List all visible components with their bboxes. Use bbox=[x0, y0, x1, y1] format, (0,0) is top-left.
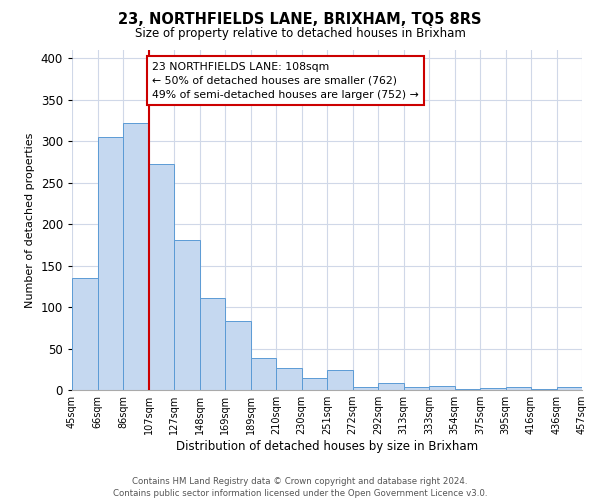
Text: Contains HM Land Registry data © Crown copyright and database right 2024.
Contai: Contains HM Land Registry data © Crown c… bbox=[113, 476, 487, 498]
Text: 23, NORTHFIELDS LANE, BRIXHAM, TQ5 8RS: 23, NORTHFIELDS LANE, BRIXHAM, TQ5 8RS bbox=[118, 12, 482, 28]
Bar bbox=[97, 137, 123, 390]
Bar bbox=[72, 278, 97, 390]
Bar bbox=[557, 386, 582, 390]
Bar bbox=[276, 368, 302, 390]
Bar bbox=[378, 382, 404, 390]
Bar bbox=[327, 370, 353, 390]
Bar bbox=[302, 378, 327, 390]
Bar bbox=[531, 389, 557, 390]
Bar bbox=[480, 388, 505, 390]
X-axis label: Distribution of detached houses by size in Brixham: Distribution of detached houses by size … bbox=[176, 440, 478, 453]
Bar bbox=[225, 321, 251, 390]
Y-axis label: Number of detached properties: Number of detached properties bbox=[25, 132, 35, 308]
Bar bbox=[251, 358, 276, 390]
Bar bbox=[404, 386, 429, 390]
Bar bbox=[429, 386, 455, 390]
Bar bbox=[174, 240, 199, 390]
Bar bbox=[123, 123, 149, 390]
Text: 23 NORTHFIELDS LANE: 108sqm
← 50% of detached houses are smaller (762)
49% of se: 23 NORTHFIELDS LANE: 108sqm ← 50% of det… bbox=[152, 62, 419, 100]
Text: Size of property relative to detached houses in Brixham: Size of property relative to detached ho… bbox=[134, 28, 466, 40]
Bar bbox=[199, 298, 225, 390]
Bar bbox=[505, 386, 531, 390]
Bar bbox=[455, 389, 480, 390]
Bar bbox=[149, 164, 174, 390]
Bar bbox=[353, 386, 378, 390]
